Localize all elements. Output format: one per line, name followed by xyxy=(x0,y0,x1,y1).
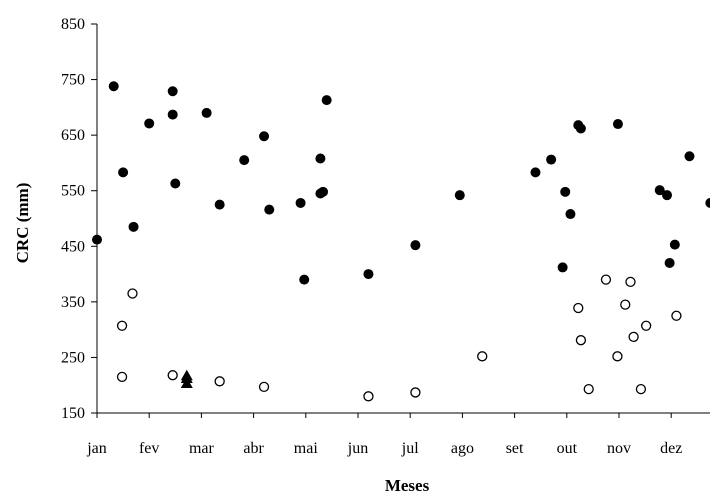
filled-circle-point xyxy=(363,269,374,280)
x-tick-label: nov xyxy=(607,440,631,457)
x-tick-label: mai xyxy=(294,440,319,457)
filled-circle-point xyxy=(557,262,568,273)
x-tick-label: dez xyxy=(660,440,682,457)
y-tick-label: 750 xyxy=(61,72,85,89)
y-axis-title: CRC (mm) xyxy=(13,183,32,264)
filled-circle-point xyxy=(299,274,310,285)
filled-circle-point xyxy=(575,123,586,134)
filled-circle-point xyxy=(454,190,465,201)
filled-triangle-point xyxy=(180,377,193,389)
filled-circle-point xyxy=(410,240,421,251)
filled-circle-point xyxy=(669,239,680,250)
open-circle-point xyxy=(573,302,584,314)
filled-circle-point xyxy=(321,95,332,106)
open-circle-point xyxy=(116,320,128,331)
y-tick-label: 650 xyxy=(61,127,85,144)
filled-circle-point xyxy=(612,119,623,130)
x-tick-label: fev xyxy=(139,440,159,457)
open-circle-point xyxy=(600,274,612,285)
filled-circle-point xyxy=(144,118,155,129)
filled-circle-point xyxy=(315,153,326,164)
open-circle-point xyxy=(127,288,138,299)
x-tick-label: jan xyxy=(86,440,107,457)
x-tick-label: set xyxy=(506,440,524,457)
filled-circle-point xyxy=(214,199,225,210)
y-tick-label: 250 xyxy=(61,349,85,366)
filled-circle-point xyxy=(239,155,250,166)
filled-circle-point xyxy=(705,197,710,208)
filled-circle-point xyxy=(318,186,329,197)
open-circle-point xyxy=(363,391,374,402)
filled-circle-point xyxy=(264,204,275,215)
y-tick-label: 350 xyxy=(61,294,85,311)
open-circle-point xyxy=(583,383,594,395)
x-axis-title: Meses xyxy=(385,476,430,495)
axes xyxy=(96,24,710,414)
open-circle-point xyxy=(258,381,270,393)
filled-circle-point xyxy=(662,190,673,201)
open-circle-point xyxy=(477,351,488,362)
open-circle-point xyxy=(635,383,647,395)
y-tick-label: 850 xyxy=(61,16,85,33)
x-tick-label: mar xyxy=(189,440,215,457)
filled-circle-point xyxy=(108,81,119,92)
filled-circle-point xyxy=(92,234,102,245)
filled-circle-point xyxy=(565,209,576,220)
open-circle-point xyxy=(410,387,421,398)
filled-circle-point xyxy=(684,151,695,162)
filled-circle-point xyxy=(295,197,306,208)
filled-circle-point xyxy=(167,86,178,97)
filled-circle-point xyxy=(259,131,270,142)
filled-circle-point xyxy=(530,167,541,178)
open-circle-point xyxy=(116,371,128,383)
open-circle-point xyxy=(214,376,225,387)
y-tick-label: 450 xyxy=(61,238,85,255)
open-circle-point xyxy=(671,310,682,321)
y-tick-label: 550 xyxy=(61,183,85,200)
open-circle-point xyxy=(575,335,587,346)
filled-circle-point xyxy=(560,186,571,197)
y-tick-label: 150 xyxy=(61,405,85,422)
open-circle-point xyxy=(628,331,639,343)
y-axis-ticks: 150 250 350 450 550 650 750 850 xyxy=(61,16,97,422)
open-circle-point xyxy=(612,351,623,362)
open-circle-point xyxy=(167,370,178,381)
filled-circle-point xyxy=(170,178,181,189)
open-circle-point xyxy=(640,320,652,331)
x-tick-label: out xyxy=(557,440,578,457)
filled-circle-point xyxy=(118,167,129,178)
x-axis-ticks: jan fev mar abr mai jun jul ago set out nov dez xyxy=(86,413,682,457)
open-circle-point xyxy=(625,276,636,288)
filled-circle-point xyxy=(664,257,675,268)
filled-circle-point xyxy=(546,154,557,165)
filled-circle-point xyxy=(128,221,139,232)
x-tick-label: ago xyxy=(451,440,474,457)
x-tick-label: jul xyxy=(401,440,419,457)
data-points xyxy=(92,81,710,402)
open-circle-point xyxy=(620,299,631,310)
filled-circle-point xyxy=(167,109,178,120)
x-tick-label: abr xyxy=(243,440,264,457)
filled-circle-point xyxy=(201,107,212,118)
x-tick-label: jun xyxy=(347,440,368,457)
filled-circle-point xyxy=(654,185,665,196)
